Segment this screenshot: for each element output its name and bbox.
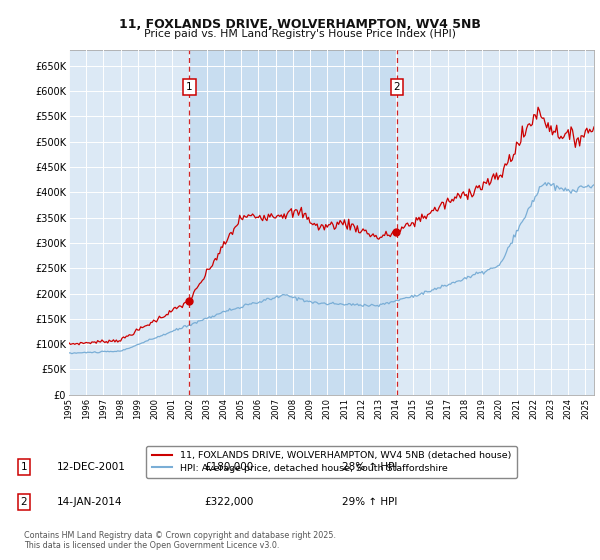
Text: Contains HM Land Registry data © Crown copyright and database right 2025.
This d: Contains HM Land Registry data © Crown c… bbox=[24, 530, 336, 550]
Bar bbox=[190, 50, 397, 395]
Text: 2: 2 bbox=[20, 497, 28, 507]
Text: 11, FOXLANDS DRIVE, WOLVERHAMPTON, WV4 5NB: 11, FOXLANDS DRIVE, WOLVERHAMPTON, WV4 5… bbox=[119, 18, 481, 31]
Text: 1: 1 bbox=[20, 462, 28, 472]
Text: £180,000: £180,000 bbox=[204, 462, 253, 472]
Text: 2: 2 bbox=[394, 82, 400, 92]
Text: 28% ↑ HPI: 28% ↑ HPI bbox=[342, 462, 397, 472]
Text: 12-DEC-2001: 12-DEC-2001 bbox=[57, 462, 126, 472]
Text: 29% ↑ HPI: 29% ↑ HPI bbox=[342, 497, 397, 507]
Legend: 11, FOXLANDS DRIVE, WOLVERHAMPTON, WV4 5NB (detached house), HPI: Average price,: 11, FOXLANDS DRIVE, WOLVERHAMPTON, WV4 5… bbox=[146, 446, 517, 478]
Text: Price paid vs. HM Land Registry's House Price Index (HPI): Price paid vs. HM Land Registry's House … bbox=[144, 29, 456, 39]
Text: 14-JAN-2014: 14-JAN-2014 bbox=[57, 497, 122, 507]
Text: 1: 1 bbox=[186, 82, 193, 92]
Text: £322,000: £322,000 bbox=[204, 497, 253, 507]
